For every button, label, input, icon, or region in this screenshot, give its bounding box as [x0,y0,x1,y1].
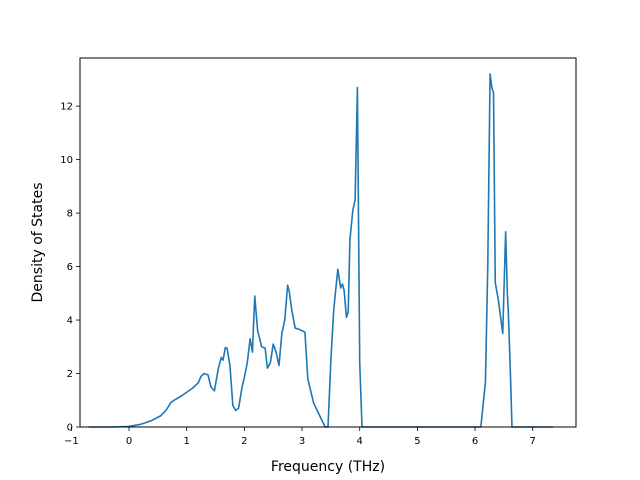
dos-series-line-0 [88,73,553,428]
y-axis-ticks: 0 2 4 6 8 10 12 [60,102,80,434]
y-tick-label: 12 [60,102,73,113]
y-tick-label: 2 [67,369,73,380]
y-axis-label: Density of States [30,183,46,303]
x-tick-label: −1 [64,436,79,447]
plot-area [80,58,576,427]
y-tick-label: 6 [67,262,73,273]
y-tick-label: 10 [60,155,73,166]
y-tick-label: 4 [67,316,73,327]
x-axis-label: Frequency (THz) [271,459,385,475]
x-tick-label: 3 [299,436,305,447]
x-tick-label: 2 [241,436,247,447]
y-tick-label: 8 [67,209,73,220]
x-tick-label: 6 [472,436,478,447]
x-tick-label: 0 [126,436,132,447]
plot-frame [79,57,577,428]
x-tick-label: 1 [184,436,190,447]
y-tick-label: 0 [67,423,73,434]
series-layer [88,73,553,428]
x-tick-label: 5 [414,436,420,447]
x-tick-label: 4 [357,436,363,447]
x-axis-ticks: −1 0 1 2 3 4 5 6 7 [64,427,536,447]
x-tick-label: 7 [530,436,536,447]
